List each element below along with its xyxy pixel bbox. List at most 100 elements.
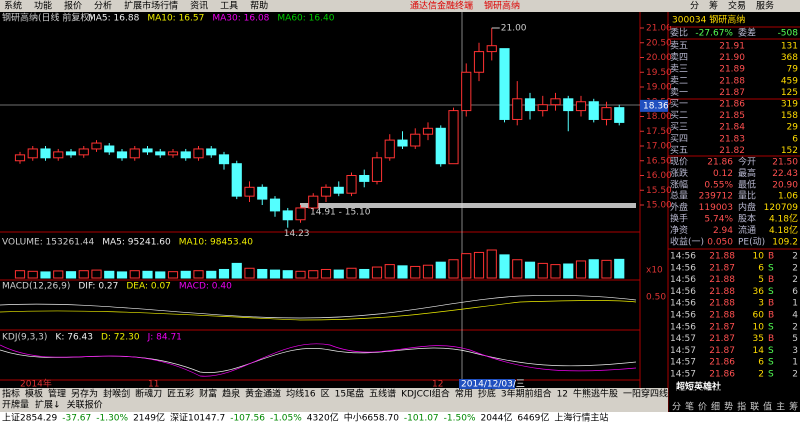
volume-bar (499, 254, 510, 279)
menu-item[interactable]: 扩展市场行情 (124, 0, 178, 12)
quote-tab[interactable]: 细 (711, 401, 720, 413)
indicator-tab[interactable]: 断魂刀 (135, 388, 162, 400)
price-axis-label: 19.50 (646, 68, 672, 78)
indicator-tab[interactable]: 指标 (2, 388, 20, 400)
candle-body (91, 142, 102, 150)
trade-time: 14:57 (670, 346, 696, 356)
trade-time: 14:56 (670, 311, 696, 321)
trade-side: B (768, 299, 774, 309)
volume-bar (601, 259, 612, 279)
quote-label: 委差 (738, 27, 756, 39)
status-item: -1.30% (96, 414, 128, 424)
option-tab[interactable]: 扩展↓ (35, 399, 61, 411)
top-tab[interactable]: 分 (690, 1, 699, 12)
indicator-tab[interactable]: 区 (321, 389, 330, 400)
indicator-tab[interactable]: 另存为 (71, 388, 98, 400)
volume-bar (91, 269, 102, 279)
candle-body (588, 101, 599, 120)
stock-title: 钢研高纳 (484, 0, 520, 12)
candle-body (499, 48, 510, 120)
price-axis-label: 17.00 (646, 142, 672, 152)
trade-price: 21.86 (709, 358, 735, 368)
candle-body (422, 127, 434, 135)
book-label: 卖二 (670, 75, 688, 86)
candle-body (295, 207, 306, 221)
indicator-tab[interactable]: 12 (557, 390, 568, 400)
candle-body (269, 198, 281, 212)
option-tab[interactable]: 关联报价 (67, 399, 103, 411)
trade-volume: 36 (753, 287, 765, 297)
indicator-tab[interactable]: 3年期前组合 (501, 388, 552, 400)
quote-tab[interactable]: 筹 (789, 401, 798, 413)
quote-value: 4.18亿 (769, 213, 798, 225)
quote-tab[interactable]: 价 (698, 402, 707, 413)
quote-label: 总量 (670, 190, 688, 202)
status-item: -107.56 (230, 414, 265, 424)
trade-side: B (768, 311, 774, 321)
quote-label: 外盘 (670, 201, 688, 213)
candle-body (371, 157, 383, 182)
quote-value: 239712 (699, 192, 733, 202)
trade-price: 21.88 (709, 252, 735, 262)
quote-tab[interactable]: 指 (737, 401, 746, 413)
trade-count: 4 (792, 311, 798, 321)
book-price: 21.90 (719, 53, 745, 63)
quote-tab[interactable]: 联 (750, 402, 759, 413)
menu-item[interactable]: 帮助 (250, 0, 268, 12)
top-tab[interactable]: 服务 (756, 0, 774, 12)
indicator-tab[interactable]: 黄金通道 (245, 388, 281, 400)
indicator-tab[interactable]: 周线阶日上穿60 (714, 388, 780, 400)
top-tab[interactable]: 筹 (709, 0, 718, 12)
quote-value: 5.74% (704, 215, 733, 225)
book-label: 卖一 (670, 87, 688, 98)
trade-side: S (768, 358, 774, 368)
menu-item[interactable]: 工具 (220, 1, 238, 12)
watermark: 超短英雄社 (675, 381, 721, 393)
menu-item[interactable]: 资讯 (190, 1, 208, 12)
candle-body (614, 107, 625, 123)
indicator-tab[interactable]: 牛熊逃牛股 (573, 388, 618, 400)
trade-time: 14:56 (670, 299, 696, 309)
macd-label: DIF: 0.27 (78, 282, 118, 292)
volume-bar (65, 271, 77, 279)
indicator-tab[interactable]: 一阳穿四线 (623, 388, 668, 400)
volume-bar (537, 262, 548, 279)
volume-bar (486, 249, 497, 279)
quote-tab[interactable]: 势 (724, 401, 733, 413)
price-axis-label: 21.00 (646, 24, 672, 34)
top-tab[interactable]: 交易 (728, 0, 746, 12)
indicator-tab[interactable]: 财富 (199, 388, 217, 400)
option-tab[interactable]: 开牌量 (2, 399, 29, 411)
trade-price: 21.87 (709, 263, 735, 273)
indicator-tab[interactable]: 常用 (455, 388, 473, 400)
indicator-tab[interactable]: 抄底 (478, 388, 496, 400)
indicator-tab[interactable]: 趋泉 (222, 388, 240, 400)
menu-item[interactable]: 报价 (64, 0, 82, 12)
macd-label: MACD(12,26,9) (2, 282, 70, 292)
quote-tab[interactable]: 主 (776, 401, 785, 413)
menu-item[interactable]: 系统 (4, 0, 22, 12)
volume-bar (435, 261, 446, 279)
ma-label: MA30: 16.08 (212, 14, 269, 24)
indicator-tab[interactable]: 模板 (25, 388, 43, 400)
candle-body (53, 151, 64, 159)
quote-tab[interactable]: 值 (763, 401, 772, 413)
indicator-tab[interactable]: 15尾盘 (335, 388, 364, 400)
indicator-tab[interactable]: 均线16 (286, 388, 316, 400)
trade-count: 2 (792, 370, 798, 380)
indicator-tab[interactable]: KDJCCI组合 (401, 388, 450, 400)
quote-tab[interactable]: 分 (672, 402, 681, 413)
candle-body (308, 195, 319, 209)
indicator-tab[interactable]: 黑马解码 (673, 388, 709, 400)
candle-body (218, 154, 230, 165)
trade-count: 2 (792, 252, 798, 262)
status-bar (0, 412, 800, 425)
indicator-tab[interactable]: 五线谱 (369, 388, 396, 400)
menu-item[interactable]: 功能 (34, 0, 52, 12)
indicator-tab[interactable]: 匠五彩 (167, 389, 194, 400)
menu-item[interactable]: 分析 (94, 0, 112, 12)
quote-tab[interactable]: 笔 (685, 401, 694, 413)
indicator-tab[interactable]: 管理 (48, 388, 66, 400)
indicator-tab[interactable]: 封喉剑 (103, 388, 130, 400)
